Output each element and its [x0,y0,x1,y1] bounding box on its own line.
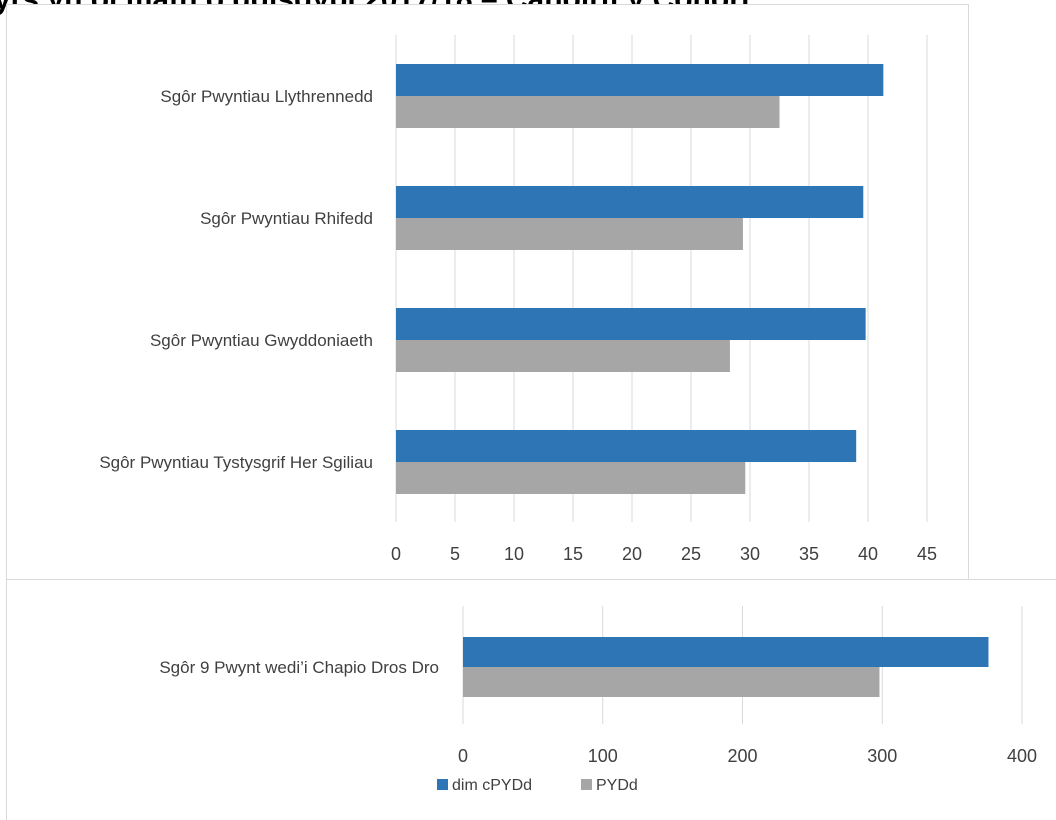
category-label: Sgôr Pwyntiau Rhifedd [200,209,373,228]
category-label: Sgôr Pwyntiau Llythrennedd [160,87,373,106]
chart-legend: dim cPYDd PYDd [437,777,638,794]
chart-panel-capped-9-points: dim cPYDd PYDd 0 100 200 300 400 Sgôr 9 Pwynt… [6,579,1056,820]
x-tick-label: 400 [1007,746,1037,766]
category-label: Sgôr Pwyntiau Tystysgrif Her Sgiliau [99,453,373,472]
bar-pydd-2 [396,218,743,250]
x-tick-label: 40 [858,544,878,564]
x-tick-label: 10 [504,544,524,564]
bar-dim-cpydd-1 [463,637,989,667]
bar-pydd-1 [396,96,780,128]
x-tick-label: 100 [588,746,618,766]
x-tick-label: 200 [727,746,757,766]
bar-pydd-3 [396,340,730,372]
x-tick-label: 20 [622,544,642,564]
bar-dim-cpydd-1 [396,64,884,96]
x-tick-label: 0 [391,544,401,564]
bar-dim-cpydd-4 [396,430,857,462]
bar-pydd-1 [463,667,880,697]
legend-label-PYDd: PYDd [596,777,638,794]
bar-chart-subject-scores: 0 5 10 15 20 25 30 35 40 45 Sgôr Pwyntiau Llythren… [99,35,937,564]
bar-chart-capped-9-points: dim cPYDd PYDd 0 100 200 300 400 Sgôr 9 Pwynt… [159,606,1037,794]
legend-label-dim-cPYDd: dim cPYDd [452,777,532,794]
x-tick-label: 25 [681,544,701,564]
legend-swatch-PYDd [581,779,592,790]
x-tick-label: 35 [799,544,819,564]
bar-dim-cpydd-2 [396,186,864,218]
x-tick-label: 5 [450,544,460,564]
legend-swatch-dim-cPYDd [437,779,448,790]
x-tick-label: 15 [563,544,583,564]
x-tick-label: 30 [740,544,760,564]
category-label: Sgôr 9 Pwynt wedi’i Chapio Dros Dro [159,658,439,677]
category-label: Sgôr Pwyntiau Gwyddoniaeth [150,331,373,350]
x-tick-label: 0 [458,746,468,766]
chart-panel-subject-scores: 0 5 10 15 20 25 30 35 40 45 Sgôr Pwyntiau Llythren… [6,4,969,580]
x-tick-label: 300 [867,746,897,766]
bar-pydd-4 [396,462,746,494]
x-tick-label: 45 [917,544,937,564]
bar-dim-cpydd-3 [396,308,866,340]
